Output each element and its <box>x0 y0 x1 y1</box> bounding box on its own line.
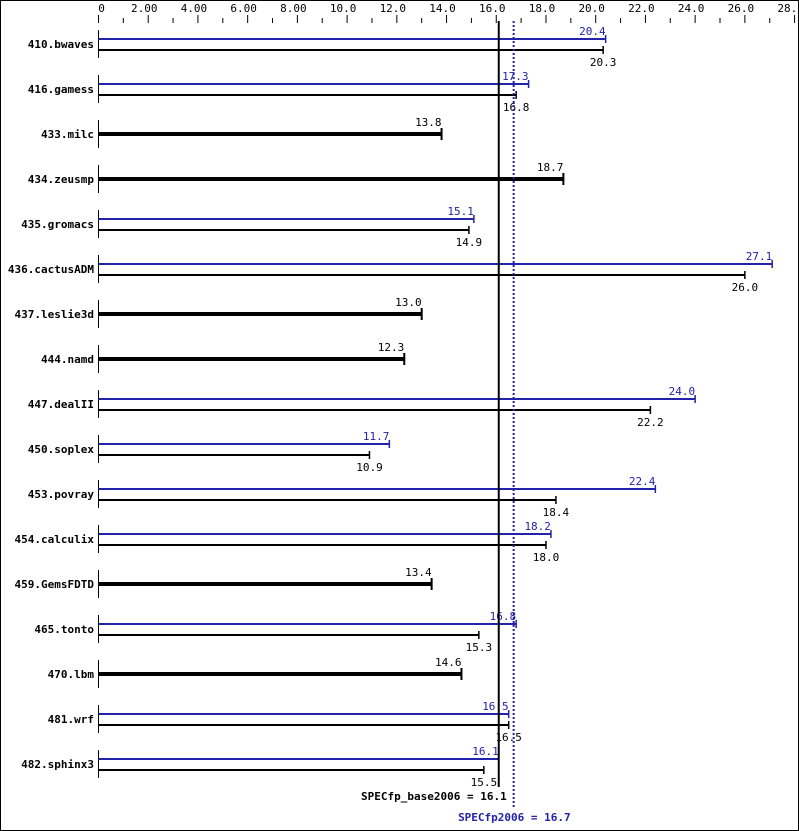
x-tick-label: 2.00 <box>131 2 158 15</box>
peak-value-label: 16.5 <box>482 700 509 713</box>
peak-mean-label: SPECfp2006 = 16.7 <box>458 811 571 824</box>
x-tick-label: 8.00 <box>280 2 307 15</box>
peak-value-label: 27.1 <box>746 250 773 263</box>
benchmark-label: 453.povray <box>28 488 95 501</box>
base-value-label: 15.3 <box>466 641 493 654</box>
base-value-label: 18.7 <box>537 161 564 174</box>
benchmark-label: 437.leslie3d <box>15 308 94 321</box>
peak-value-label: 22.4 <box>629 475 656 488</box>
base-value-label: 16.8 <box>503 101 530 114</box>
base-mean-label: SPECfp_base2006 = 16.1 <box>361 790 507 803</box>
peak-value-label: 18.2 <box>524 520 551 533</box>
peak-value-label: 20.4 <box>579 25 606 38</box>
x-tick-label: 16.0 <box>479 2 506 15</box>
benchmark-label: 433.milc <box>41 128 94 141</box>
benchmark-label: 416.gamess <box>28 83 94 96</box>
peak-value-label: 16.1 <box>472 745 499 758</box>
benchmark-label: 410.bwaves <box>28 38 94 51</box>
benchmark-label: 434.zeusmp <box>28 173 95 186</box>
benchmark-label: 459.GemsFDTD <box>15 578 95 591</box>
benchmark-label: 436.cactusADM <box>8 263 94 276</box>
base-value-label: 14.6 <box>435 656 462 669</box>
x-tick-label: 28.0 <box>777 2 798 15</box>
peak-value-label: 24.0 <box>669 385 696 398</box>
benchmark-label: 435.gromacs <box>21 218 94 231</box>
benchmark-label: 454.calculix <box>15 533 95 546</box>
base-value-label: 15.5 <box>471 776 498 789</box>
benchmark-label: 444.namd <box>41 353 94 366</box>
base-value-label: 13.4 <box>405 566 432 579</box>
base-value-label: 18.0 <box>533 551 560 564</box>
benchmark-label: 481.wrf <box>48 713 94 726</box>
base-value-label: 14.9 <box>456 236 483 249</box>
peak-value-label: 15.1 <box>447 205 474 218</box>
peak-value-label: 17.3 <box>502 70 529 83</box>
x-tick-label: 26.0 <box>728 2 755 15</box>
base-value-label: 12.3 <box>378 341 405 354</box>
base-value-label: 10.9 <box>356 461 383 474</box>
x-tick-label: 22.0 <box>628 2 655 15</box>
x-tick-label: 4.00 <box>181 2 208 15</box>
base-value-label: 13.0 <box>395 296 422 309</box>
base-value-label: 22.2 <box>637 416 664 429</box>
benchmark-label: 450.soplex <box>28 443 95 456</box>
base-value-label: 16.5 <box>495 731 522 744</box>
benchmark-label: 470.lbm <box>48 668 95 681</box>
x-tick-label: 20.0 <box>578 2 605 15</box>
x-tick-label: 12.0 <box>380 2 407 15</box>
x-tick-label: 0 <box>98 2 105 15</box>
benchmark-label: 465.tonto <box>34 623 94 636</box>
peak-value-label: 11.7 <box>363 430 390 443</box>
benchmark-label: 482.sphinx3 <box>21 758 94 771</box>
peak-value-label: 16.8 <box>490 610 517 623</box>
base-value-label: 20.3 <box>590 56 617 69</box>
x-tick-label: 24.0 <box>678 2 705 15</box>
base-value-label: 26.0 <box>732 281 759 294</box>
base-value-label: 13.8 <box>415 116 442 129</box>
benchmark-label: 447.dealII <box>28 398 94 411</box>
x-tick-label: 14.0 <box>429 2 456 15</box>
x-tick-label: 6.00 <box>230 2 257 15</box>
x-tick-label: 18.0 <box>529 2 556 15</box>
x-tick-label: 10.0 <box>330 2 357 15</box>
base-value-label: 18.4 <box>543 506 570 519</box>
